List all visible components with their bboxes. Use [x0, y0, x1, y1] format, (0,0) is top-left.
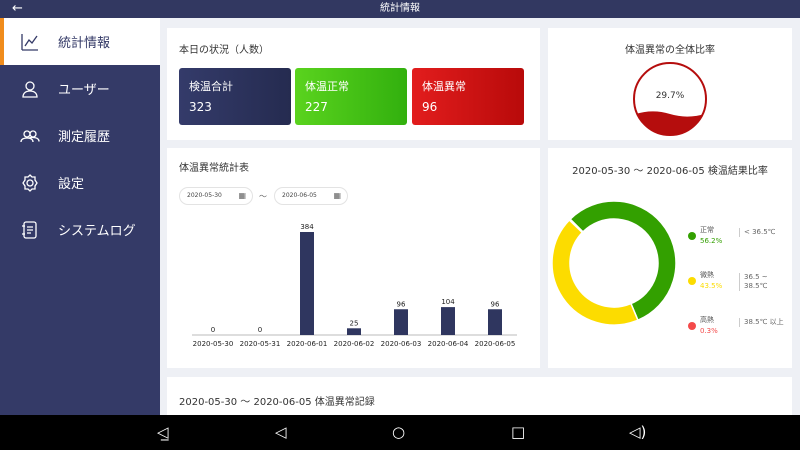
- card-title: 2020-05-30 ～ 2020-06-05 体温異常記録: [179, 397, 375, 408]
- x-tick-label: 2020-06-01: [287, 340, 328, 348]
- donut-slice: [551, 218, 639, 326]
- today-status-card: 本日の状況（人数） 検温合計 323 体温正常 227 体温異常 96: [167, 28, 540, 140]
- volume-up-icon[interactable]: ◁): [629, 423, 647, 441]
- result-ratio-card: 2020-05-30 ～ 2020-06-05 検温結果比率 正常 56.2% …: [548, 148, 792, 368]
- stat-abnormal: 体温異常 96: [412, 68, 524, 125]
- date-to-input[interactable]: 2020-06-05 ▦: [274, 187, 348, 205]
- legend-name: 正常: [700, 226, 714, 234]
- sidebar-item-label: システムログ: [58, 224, 136, 239]
- sidebar-item-label: ユーザー: [58, 83, 110, 98]
- arrow-left-icon[interactable]: ←: [12, 1, 23, 16]
- back-triangle-icon[interactable]: ◁: [275, 423, 287, 441]
- legend-range: < 36.5℃: [739, 228, 789, 237]
- stat-value: 96: [422, 100, 438, 114]
- card-title: 体温異常の全体比率: [625, 45, 715, 56]
- x-tick-label: 2020-05-30: [193, 340, 234, 348]
- x-tick-label: 2020-06-03: [381, 340, 422, 348]
- legend-name: 高熱: [700, 316, 714, 324]
- sidebar-item-system-log[interactable]: システムログ: [0, 206, 160, 253]
- x-tick-label: 2020-05-31: [240, 340, 281, 348]
- x-tick-label: 2020-06-05: [475, 340, 516, 348]
- stat-label: 体温異常: [422, 80, 466, 93]
- users-icon: [20, 129, 40, 142]
- log-icon: [22, 220, 37, 239]
- bar: [347, 328, 361, 335]
- abnormal-ratio-card: 体温異常の全体比率 29.7%: [548, 28, 792, 140]
- legend-name: 微熱: [700, 271, 714, 279]
- donut-chart: [551, 200, 677, 326]
- stat-normal: 体温正常 227: [295, 68, 407, 125]
- bar-value-label: 96: [397, 300, 406, 308]
- donut-slice: [568, 218, 584, 234]
- bar: [300, 232, 314, 335]
- calendar-icon[interactable]: ▦: [333, 191, 341, 200]
- top-bar: ← 統計情報: [0, 0, 800, 18]
- bar: [394, 309, 408, 335]
- x-tick-label: 2020-06-02: [334, 340, 375, 348]
- sidebar-item-label: 設定: [58, 177, 85, 192]
- legend-percent: 0.3%: [700, 327, 718, 335]
- ratio-gauge: [633, 62, 707, 136]
- legend-percent: 43.5%: [700, 282, 723, 290]
- card-title: 2020-05-30 ～ 2020-06-05 検温結果比率: [572, 166, 768, 177]
- bar-value-label: 96: [491, 300, 500, 308]
- bar-chart: 0 2020-05-30 0 2020-05-31 384 2020-06-01 25 202…: [192, 223, 517, 348]
- legend-dot: [688, 277, 696, 285]
- user-icon: [22, 80, 38, 98]
- donut-slice: [569, 200, 677, 322]
- bar: [488, 309, 502, 335]
- sidebar-item-label: 統計情報: [58, 36, 111, 51]
- stat-label: 体温正常: [305, 80, 349, 93]
- sidebar-item-history[interactable]: 測定履歴: [0, 112, 160, 159]
- sidebar-item-stats[interactable]: 統計情報: [0, 18, 160, 65]
- bar-value-label: 0: [211, 326, 215, 334]
- card-title: 体温異常統計表: [179, 163, 249, 174]
- android-nav-bar: ◁̲ ◁ ○ □ ◁): [0, 415, 800, 450]
- x-tick-label: 2020-06-04: [428, 340, 469, 348]
- bar: [441, 307, 455, 335]
- home-circle-icon[interactable]: ○: [392, 423, 406, 441]
- gauge-fill: [634, 111, 706, 135]
- legend-dot: [688, 232, 696, 240]
- stat-value: 323: [189, 100, 212, 114]
- sidebar-item-users[interactable]: ユーザー: [0, 65, 160, 112]
- bar-value-label: 25: [350, 319, 359, 327]
- page-title: 統計情報: [380, 3, 420, 14]
- sidebar-item-label: 測定履歴: [58, 130, 111, 145]
- legend-range: 38.5℃ 以上: [739, 318, 789, 327]
- date-from-input[interactable]: 2020-05-30 ▦: [179, 187, 253, 205]
- abnormal-records-card: 2020-05-30 ～ 2020-06-05 体温異常記録: [167, 377, 792, 415]
- legend-percent: 56.2%: [700, 237, 723, 245]
- date-from-value: 2020-05-30: [187, 192, 222, 199]
- bar-value-label: 0: [258, 326, 262, 334]
- legend-range: 36.5 ~ 38.5℃: [739, 273, 789, 291]
- stat-label: 検温合計: [189, 80, 233, 93]
- stat-value: 227: [305, 100, 328, 114]
- recents-square-icon[interactable]: □: [511, 423, 526, 441]
- card-title: 本日の状況（人数）: [179, 45, 269, 56]
- date-to-value: 2020-06-05: [282, 192, 317, 199]
- abnormal-stats-card: 体温異常統計表 2020-05-30 ▦ ～ 2020-06-05 ▦ 0 2020-…: [167, 148, 540, 368]
- chart-icon: [21, 33, 38, 51]
- calendar-icon[interactable]: ▦: [238, 191, 246, 200]
- gear-icon: [22, 173, 38, 192]
- date-separator: ～: [259, 192, 267, 201]
- gauge-value: 29.7%: [655, 91, 685, 101]
- bar-value-label: 104: [441, 298, 455, 306]
- legend-dot: [688, 322, 696, 330]
- sidebar: 統計情報 ユーザー 測定履歴 設定 システムログ: [0, 18, 160, 415]
- stat-total: 検温合計 323: [179, 68, 291, 125]
- volume-down-icon[interactable]: ◁̲: [157, 423, 169, 441]
- bar-value-label: 384: [300, 223, 314, 231]
- sidebar-item-settings[interactable]: 設定: [0, 159, 160, 206]
